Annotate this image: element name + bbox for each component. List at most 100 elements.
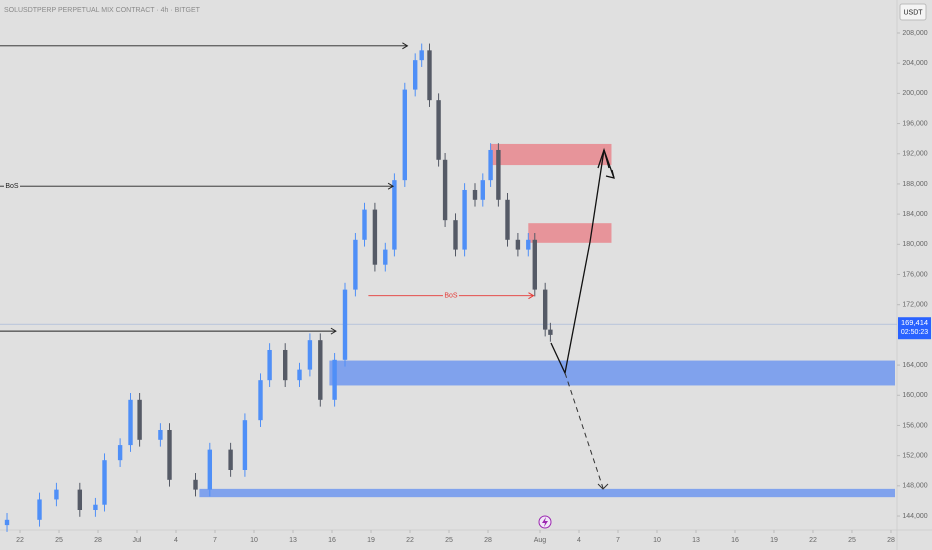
x-tick-label: 25 <box>445 537 453 544</box>
level-arrow <box>330 327 337 335</box>
candle-body <box>332 359 337 400</box>
candle-body <box>462 189 467 250</box>
candle-body <box>472 189 478 200</box>
candle-body <box>307 340 313 370</box>
candle-body <box>488 149 493 181</box>
y-tick-label: 156,000 <box>902 422 927 429</box>
x-tick-label: 4 <box>577 537 581 544</box>
x-tick-label: 25 <box>55 537 63 544</box>
event-icon-bolt <box>542 517 548 527</box>
candle-body <box>54 489 59 500</box>
candle-body <box>548 329 553 335</box>
candle-body <box>436 100 441 160</box>
x-tick-label: 22 <box>406 537 414 544</box>
candle-body <box>392 180 397 250</box>
currency-box[interactable] <box>899 3 927 21</box>
x-tick-label: 7 <box>616 537 620 544</box>
candle-body <box>419 50 424 61</box>
y-tick-label: 192,000 <box>902 151 927 158</box>
level-label-bg <box>442 290 459 301</box>
candle-body <box>372 209 378 265</box>
x-tick-label: 22 <box>16 537 24 544</box>
x-tick-label: 16 <box>328 537 336 544</box>
projection-path <box>550 149 615 376</box>
zone <box>329 360 895 386</box>
candle-body <box>242 420 248 470</box>
x-tick-label: Jul <box>133 537 142 544</box>
candle-body <box>283 349 288 381</box>
candle-body <box>102 460 107 505</box>
candle-body <box>158 429 163 440</box>
x-tick-label: 28 <box>484 537 492 544</box>
x-tick-label: 25 <box>848 537 856 544</box>
candle-body <box>526 239 531 250</box>
x-tick-label: 19 <box>367 537 375 544</box>
arrow-head <box>605 169 615 179</box>
x-tick-label: 28 <box>887 537 895 544</box>
plot: BoS BoS <box>0 42 897 532</box>
x-tick-label: 19 <box>770 537 778 544</box>
candle-body <box>193 479 198 490</box>
x-tick-label: 10 <box>250 537 258 544</box>
arrow-head <box>597 147 610 169</box>
y-tick-label: 188,000 <box>902 181 927 188</box>
chart-title: SOLUSDTPERP PERPETUAL MIX CONTRACT · 4h … <box>4 7 201 14</box>
level-arrow <box>528 292 535 300</box>
candle-body <box>258 380 263 421</box>
candle-body <box>207 449 213 490</box>
y-tick-label: 152,000 <box>902 452 927 459</box>
level-label: BoS <box>5 183 19 190</box>
candle-body <box>77 489 83 510</box>
level-label-bg <box>4 181 20 192</box>
candle-body <box>167 429 172 480</box>
y-tick-label: 176,000 <box>902 271 927 278</box>
candle-body <box>297 369 302 381</box>
last-price-label: 169,414 <box>901 318 928 327</box>
candle-body <box>37 499 42 520</box>
zone <box>199 488 895 498</box>
candle-body <box>383 249 388 265</box>
candle-body <box>342 289 348 360</box>
y-tick-label: 148,000 <box>902 483 927 490</box>
candle-body <box>412 60 418 90</box>
candle-body <box>532 239 537 290</box>
y-tick-label: 208,000 <box>902 30 927 37</box>
x-tick-label: 4 <box>174 537 178 544</box>
level-label: BoS <box>444 292 458 299</box>
zone <box>490 143 612 166</box>
currency: USDT <box>903 9 923 16</box>
candle-body <box>128 399 133 446</box>
candle-body <box>427 50 432 101</box>
candle-body <box>318 340 323 400</box>
level-arrow <box>387 182 395 190</box>
y-tick-label: 144,000 <box>902 513 927 520</box>
candle-body <box>362 209 367 240</box>
candle-body <box>542 289 548 330</box>
level-arrow <box>402 42 409 50</box>
x-tick-label: 13 <box>289 537 297 544</box>
candle-body <box>453 220 458 250</box>
x-tick-label: Aug <box>534 537 547 544</box>
y-tick-label: 200,000 <box>902 90 927 97</box>
candle-body <box>515 239 521 250</box>
candle-body <box>480 180 485 200</box>
x-tick-label: 7 <box>213 537 217 544</box>
zone <box>528 223 612 243</box>
y-tick-label: 204,000 <box>902 60 927 67</box>
candle-body <box>117 445 123 461</box>
candle-body <box>93 504 98 510</box>
last-price-tag <box>898 317 931 340</box>
projection-dashed <box>564 372 604 489</box>
candle-body <box>353 239 358 290</box>
x-tick-label: 13 <box>692 537 700 544</box>
candle-body <box>402 89 407 181</box>
y-tick-label: 164,000 <box>902 362 927 369</box>
arrow-head <box>597 483 609 490</box>
x-tick-label: 22 <box>809 537 817 544</box>
x-tick-label: 16 <box>731 537 739 544</box>
candle-body <box>137 399 142 440</box>
y-tick-label: 196,000 <box>902 120 927 127</box>
y-tick-label: 160,000 <box>902 392 927 399</box>
